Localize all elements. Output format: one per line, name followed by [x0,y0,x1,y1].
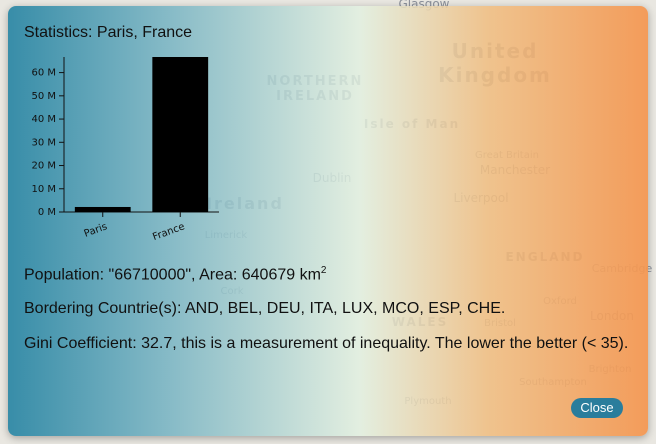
gini-text: Gini Coefficient: 32.7, this is a measur… [24,335,629,352]
y-tick-label: 60 M [31,68,56,79]
y-tick-label: 50 M [31,91,56,102]
map-label: Glasgow [398,0,449,11]
x-tick-label: France [151,221,186,243]
y-tick-label: 10 M [31,184,56,195]
close-button[interactable]: Close [571,398,623,418]
y-tick-label: 0 M [38,207,56,218]
population: Population: "66710000", Area: 640679 km [24,266,321,284]
modal-title: Statistics: Paris, France [24,24,193,41]
borders-text: Bordering Countrie(s): AND, BEL, DEU, IT… [24,300,506,317]
y-tick-label: 40 M [31,114,56,125]
area-unit-power: 2 [320,265,327,276]
chart: 0 M 10 M 20 M 30 M 40 M 50 M 60 M Paris France [31,57,219,243]
bar [74,206,131,212]
x-tick-label: Paris [83,221,109,239]
statistics-modal: Statistics: Paris, France Population: "6… [8,6,648,436]
y-tick-label: 20 M [31,161,56,172]
bar [152,57,209,212]
y-tick-label: 30 M [31,137,56,148]
population-text: Population: "66710000", Area: 640679 km2 [24,265,326,284]
